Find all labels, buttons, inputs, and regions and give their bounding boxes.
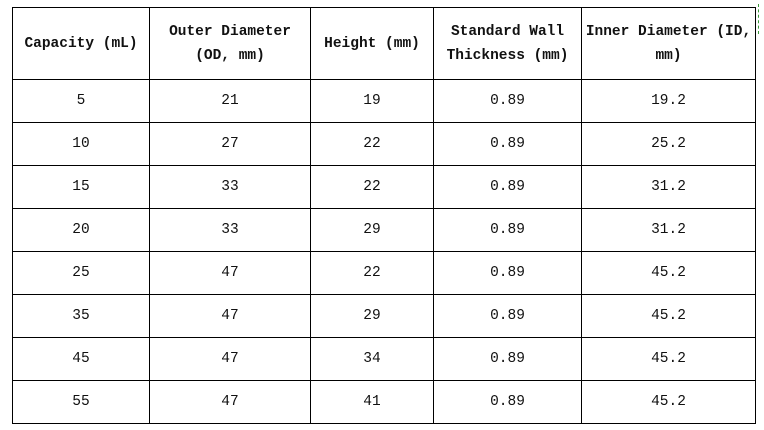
table-cell: 47 xyxy=(149,380,311,424)
table-cell: 0.89 xyxy=(433,337,582,381)
table-cell: 0.89 xyxy=(433,165,582,209)
table-cell: 0.89 xyxy=(433,79,582,123)
table-cell: 27 xyxy=(149,122,311,166)
table-cell: 47 xyxy=(149,294,311,338)
header-cell: Inner Diameter (ID, mm) xyxy=(581,7,756,80)
table-cell: 45.2 xyxy=(581,294,756,338)
table-cell: 29 xyxy=(310,208,434,252)
table-cell: 15 xyxy=(12,165,150,209)
table-cell: 21 xyxy=(149,79,311,123)
table-cell: 35 xyxy=(12,294,150,338)
table-row: 20 33 29 0.89 31.2 xyxy=(12,208,756,252)
table-row: 15 33 22 0.89 31.2 xyxy=(12,165,756,209)
table-cell: 0.89 xyxy=(433,122,582,166)
table-row: 35 47 29 0.89 45.2 xyxy=(12,294,756,338)
table-cell: 0.89 xyxy=(433,380,582,424)
table-cell: 34 xyxy=(310,337,434,381)
table-cell: 25 xyxy=(12,251,150,295)
table-cell: 29 xyxy=(310,294,434,338)
table-cell: 45 xyxy=(12,337,150,381)
table-cell: 31.2 xyxy=(581,165,756,209)
table-cell: 5 xyxy=(12,79,150,123)
table-row: 5 21 19 0.89 19.2 xyxy=(12,79,756,123)
table-cell: 20 xyxy=(12,208,150,252)
table-cell: 47 xyxy=(149,337,311,381)
header-cell: Outer Diameter (OD, mm) xyxy=(149,7,311,80)
table-cell: 22 xyxy=(310,122,434,166)
table-cell: 25.2 xyxy=(581,122,756,166)
table-cell: 0.89 xyxy=(433,294,582,338)
table-body: 5 21 19 0.89 19.2 10 27 22 0.89 25.2 15 33 22 0.89 31.… xyxy=(12,79,756,424)
table-row: 25 47 22 0.89 45.2 xyxy=(12,251,756,295)
table-cell: 0.89 xyxy=(433,251,582,295)
table-cell: 45.2 xyxy=(581,337,756,381)
table-cell: 22 xyxy=(310,251,434,295)
header-cell: Height (mm) xyxy=(310,7,434,80)
table-cell: 33 xyxy=(149,208,311,252)
table-cell: 55 xyxy=(12,380,150,424)
table-cell: 45.2 xyxy=(581,251,756,295)
table-cell: 22 xyxy=(310,165,434,209)
table-cell: 47 xyxy=(149,251,311,295)
table-row: 10 27 22 0.89 25.2 xyxy=(12,122,756,166)
table-cell: 31.2 xyxy=(581,208,756,252)
data-table: Capacity (mL) Outer Diameter (OD, mm) Heig… xyxy=(12,7,756,424)
table-row: 45 47 34 0.89 45.2 xyxy=(12,337,756,381)
table-cell: 19.2 xyxy=(581,79,756,123)
header-cell: Standard Wall Thickness (mm) xyxy=(433,7,582,80)
header-row: Capacity (mL) Outer Diameter (OD, mm) Heig… xyxy=(12,7,756,80)
table-cell: 0.89 xyxy=(433,208,582,252)
corner-marker xyxy=(754,4,759,34)
header-cell: Capacity (mL) xyxy=(12,7,150,80)
table-cell: 33 xyxy=(149,165,311,209)
table-cell: 45.2 xyxy=(581,380,756,424)
table-row: 55 47 41 0.89 45.2 xyxy=(12,380,756,424)
table-cell: 41 xyxy=(310,380,434,424)
table-cell: 10 xyxy=(12,122,150,166)
table-cell: 19 xyxy=(310,79,434,123)
